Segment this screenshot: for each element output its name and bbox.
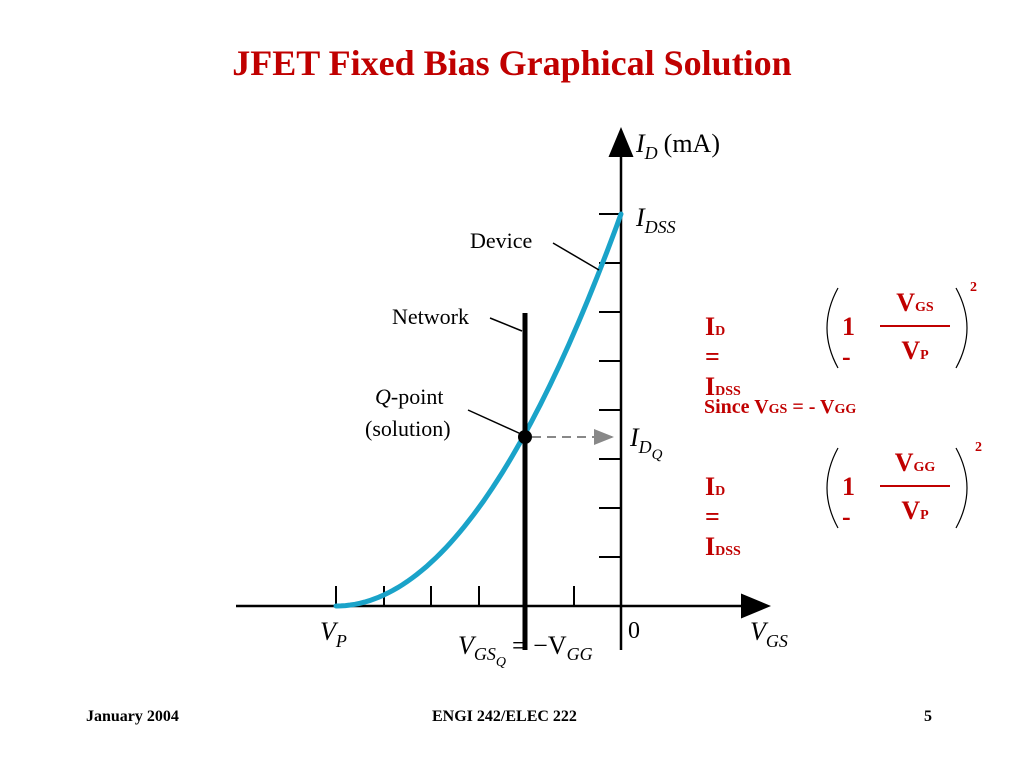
eq1-one-minus: 1 -	[842, 312, 855, 371]
origin-label: 0	[628, 618, 640, 644]
x-axis-label: VGS	[750, 617, 788, 651]
eq2-power: 2	[975, 440, 982, 455]
eq2-numerator: VGG	[894, 448, 936, 477]
network-label: Network	[392, 304, 469, 329]
eq1-lhs: ID = IDSS	[705, 312, 741, 401]
eq1-right-paren	[955, 287, 968, 369]
device-curve	[333, 211, 624, 609]
eq1-numerator: VGS	[896, 288, 934, 317]
device-label: Device	[470, 228, 532, 253]
idq-label: IDQ	[629, 423, 663, 463]
y-axis-label: ID (mA)	[635, 129, 720, 163]
idss-label: IDSS	[635, 203, 676, 237]
eq1-power: 2	[970, 280, 977, 295]
q-point-dot	[518, 430, 532, 444]
qpoint-label-line2: (solution)	[365, 416, 451, 441]
x-axis-ticks	[335, 586, 575, 606]
vp-label: VP	[320, 617, 347, 651]
qpoint-leader	[467, 409, 522, 435]
network-leader	[489, 317, 523, 332]
footer-date: January 2004	[86, 708, 179, 725]
eq2-denominator: VP	[901, 496, 929, 525]
eq2-lhs: ID = IDSS	[705, 472, 741, 561]
eq1-left-paren	[826, 287, 839, 369]
footer-page: 5	[924, 708, 932, 725]
vgsq-label: VGSQ= −VGG	[458, 631, 593, 670]
qpoint-label: Q-point	[375, 384, 443, 409]
slide-title: JFET Fixed Bias Graphical Solution	[232, 43, 792, 83]
footer-course: ENGI 242/ELEC 222	[432, 708, 577, 725]
eq1-fraction-bar	[880, 325, 950, 327]
device-leader	[552, 242, 600, 271]
eq2-one-minus: 1 -	[842, 472, 855, 531]
eq2-left-paren	[826, 447, 839, 529]
eq1-denominator: VP	[901, 336, 929, 365]
since-statement: Since VGS = - VGG	[704, 396, 857, 418]
eq2-fraction-bar	[880, 485, 950, 487]
eq2-right-paren	[955, 447, 968, 529]
